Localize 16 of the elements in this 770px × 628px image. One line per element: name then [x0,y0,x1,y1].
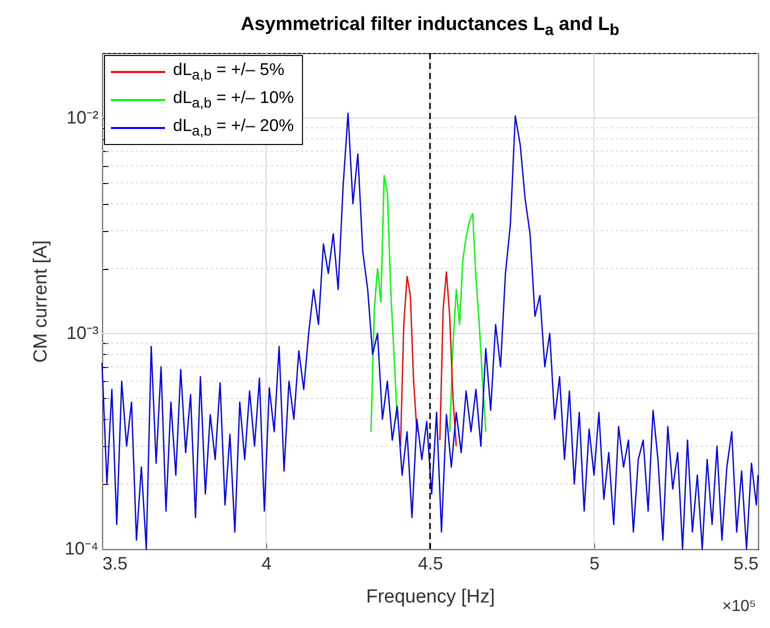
x-axis-title: Frequency [Hz] [366,586,495,608]
y-tick-label: 10⁻³ [66,322,99,343]
x-tick-label: 4.5 [418,554,444,574]
x-tick-label: 3.5 [102,554,128,574]
x-tick-label: 4 [261,554,272,574]
x-tick-label: 5.5 [733,554,758,574]
y-tick-label: 10⁻⁴ [64,538,98,558]
legend-label: dL$_{a,b}$ = +/– 10% [173,88,294,112]
y-tick-label: 10⁻² [66,107,99,128]
chart-title: Asymmetrical filter inductances L$_{a}$ and L$_{b}$ [240,14,620,40]
line-series [101,112,759,550]
y-axis-title: CM current [A] [30,240,52,363]
legend-label: dL$_{a,b}$ = +/– 20% [173,116,294,140]
x-tick-label: 5 [589,554,600,574]
text: ×10⁵ [722,598,756,616]
legend-label: dL$_{a,b}$ = +/– 5% [173,60,284,84]
